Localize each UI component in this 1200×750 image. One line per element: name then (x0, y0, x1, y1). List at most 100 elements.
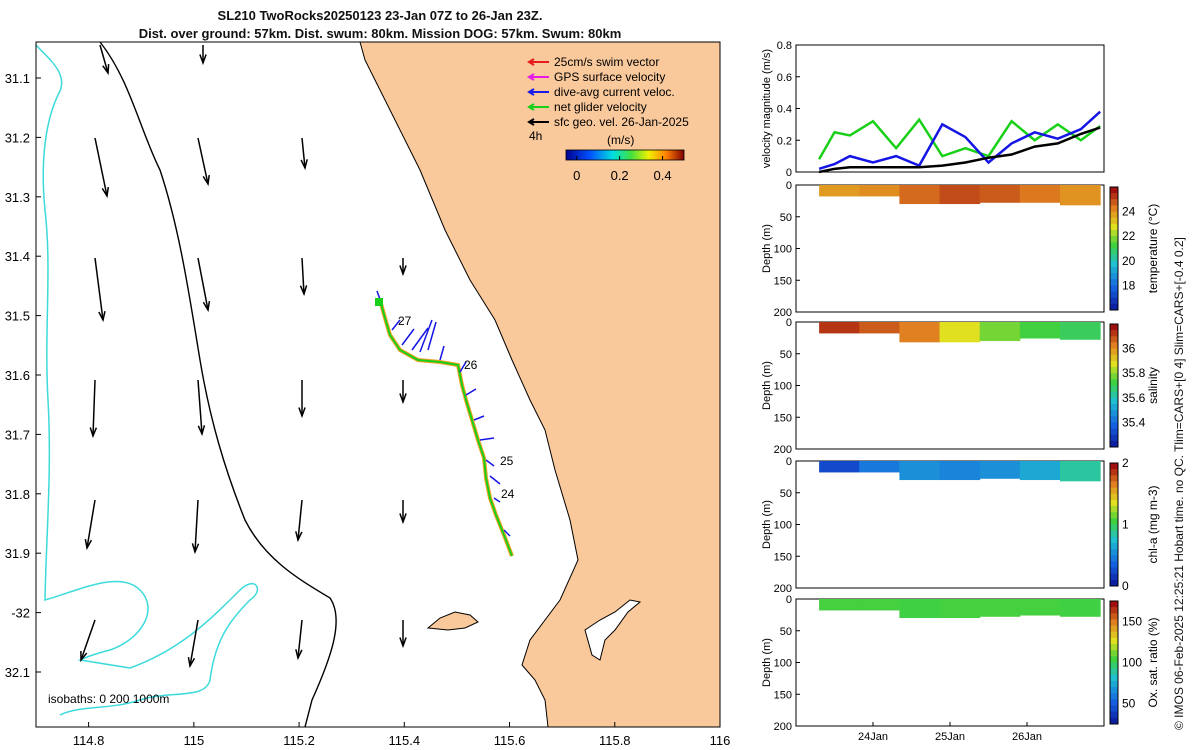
temperature-colorbar-cell (1110, 285, 1118, 293)
chart-title-line-1: SL210 TwoRocks20250123 23-Jan 07Z to 26-… (217, 8, 543, 23)
lon-tick-label: 115.2 (283, 733, 315, 748)
chl-a-colorbar-cell (1110, 463, 1118, 470)
dive-avg-current-vector (479, 437, 495, 441)
chl-a-colorbar-frame (1109, 462, 1119, 587)
oxygen-colorbar-cell (1110, 637, 1118, 645)
salinity-colorbar-cell (1110, 354, 1118, 362)
oxygen-colorbar-cell (1110, 668, 1118, 676)
oxygen-colorbar-tick-label: 150 (1122, 615, 1142, 629)
chl-a-colorbar-cell (1110, 549, 1118, 556)
velocity-arrow (194, 499, 199, 553)
velocity-arrowhead (295, 649, 303, 661)
velocity-arrowhead (202, 300, 211, 313)
velocity-arrow (86, 499, 96, 549)
lon-tick-label: 115.4 (389, 733, 421, 748)
salinity-colorbar-tick-label: 35.6 (1122, 391, 1146, 405)
velocity-arrow (94, 257, 104, 321)
temperature-y-tick-label: 100 (774, 244, 792, 256)
velocity-arrowhead (199, 54, 207, 66)
velocity-y-tick-label: 0.4 (777, 104, 792, 116)
velocity-arrowhead (80, 650, 88, 663)
salinity-colorbar-cell (1110, 360, 1118, 368)
chl-a-y-tick-label: 0 (786, 456, 792, 468)
salinity-colorbar-cell (1110, 440, 1118, 448)
oxygen-y-tick-label: 150 (774, 689, 792, 701)
salinity-colorbar-tick-label: 35.8 (1122, 366, 1146, 380)
chl-a-y-tick-label: 50 (780, 488, 792, 500)
lon-tick-label: 115.6 (494, 733, 526, 748)
lat-tick-label: 31.5 (5, 309, 30, 324)
oxygen-y-tick-label: 100 (774, 658, 792, 670)
velocity-arrow (301, 257, 305, 295)
chl-a-colorbar-cell (1110, 524, 1118, 532)
salinity-y-tick-label: 150 (774, 412, 792, 424)
temperature-colorbar-cell (1110, 303, 1118, 311)
latitude-axis: 31.1 31.2 31.3 31.4 31.5 31.6 31.7 31.8 31.9 -32 3… (5, 71, 41, 680)
temperature-data-cell (899, 185, 941, 205)
dive-avg-current-vector (419, 319, 433, 353)
salinity-colorbar-cell (1110, 342, 1118, 350)
lat-tick-label: 31.9 (5, 546, 30, 561)
isobaths-label: isobaths: 0 200 1000m (48, 692, 169, 706)
chl-a-colorbar-label: chl-a (mg m-3) (1146, 485, 1160, 563)
velocity-y-tick-label: 0.2 (777, 135, 792, 147)
salinity-colorbar-cell (1110, 348, 1118, 356)
legend-arrowhead (527, 88, 535, 96)
salinity-y-axis-label: Depth (m) (761, 361, 773, 410)
velocity-y-axis-label: velocity magnitude (m/s) (761, 49, 773, 168)
chl-a-colorbar-tick-label: 2 (1122, 456, 1129, 470)
velocity-arrowhead (298, 407, 306, 419)
velocity-y-tick-label: 0 (786, 167, 792, 179)
salinity-colorbar-cell (1110, 416, 1118, 423)
salinity-colorbar-cell (1110, 422, 1118, 430)
chl-a-colorbar-cell (1110, 469, 1118, 476)
velocity-arrow (197, 137, 209, 185)
oxygen-colorbar-cell (1110, 631, 1118, 639)
chl-a-colorbar-cell (1110, 493, 1118, 501)
temperature-y-tick-label: 50 (780, 212, 792, 224)
legend-4h-label: 4h (529, 129, 542, 143)
colorbar-tick-label: 0.4 (654, 168, 672, 183)
temperature-colorbar-cell (1110, 254, 1118, 262)
legend-arrowhead (527, 103, 535, 111)
temperature-data-cell (1019, 185, 1061, 203)
velocity-arrow (80, 619, 96, 661)
velocity-arrowhead (89, 427, 98, 439)
velocity-arrow (297, 499, 303, 541)
chl-a-data-cell (1019, 461, 1061, 481)
velocity-arrowhead (202, 174, 210, 187)
oxygen-plot-frame (795, 598, 1105, 727)
velocity-y-tick-label: 0.8 (777, 40, 792, 52)
chl-a-colorbar-cell (1110, 579, 1118, 587)
oxygen-colorbar-cell (1110, 656, 1118, 663)
chl-a-colorbar-cell (1110, 555, 1118, 562)
dive-avg-current-vector (401, 328, 415, 346)
chl-a-y-tick-label: 200 (774, 583, 792, 595)
velocity-arrowhead (102, 63, 110, 76)
velocity-arrow (94, 137, 108, 197)
velocity-arrow (92, 379, 96, 437)
net-velocity-track (379, 299, 513, 557)
temperature-colorbar-cell (1110, 199, 1118, 206)
oxygen-colorbar-frame (1109, 600, 1119, 725)
dive-avg-current-vector (493, 497, 501, 503)
salinity-colorbar-tick-label: 35.4 (1122, 415, 1146, 429)
oxygen-colorbar-cell (1110, 619, 1118, 627)
salinity-data-cell (1019, 322, 1061, 339)
oxygen-colorbar-cell (1110, 644, 1118, 651)
lat-tick-label: 31.1 (5, 71, 30, 86)
sfc-geo-velocity-arrows (80, 44, 407, 669)
lon-tick-label: 115.8 (599, 733, 631, 748)
track-line (378, 299, 514, 557)
salinity-colorbar-cell (1110, 330, 1118, 337)
velocity-arrow (99, 44, 109, 74)
lon-tick-label: 115 (183, 733, 204, 748)
chl-a-colorbar-tick-label: 1 (1122, 518, 1129, 532)
legend-entry-label: net glider velocity (554, 100, 647, 114)
oxygen-data-cell (939, 599, 981, 619)
velocity-arrowhead (399, 637, 407, 649)
lat-tick-label: 31.3 (5, 190, 30, 205)
chl-a-colorbar-cell (1110, 536, 1118, 544)
velocity-arrowhead (98, 311, 106, 323)
salinity-colorbar-cell (1110, 324, 1118, 331)
